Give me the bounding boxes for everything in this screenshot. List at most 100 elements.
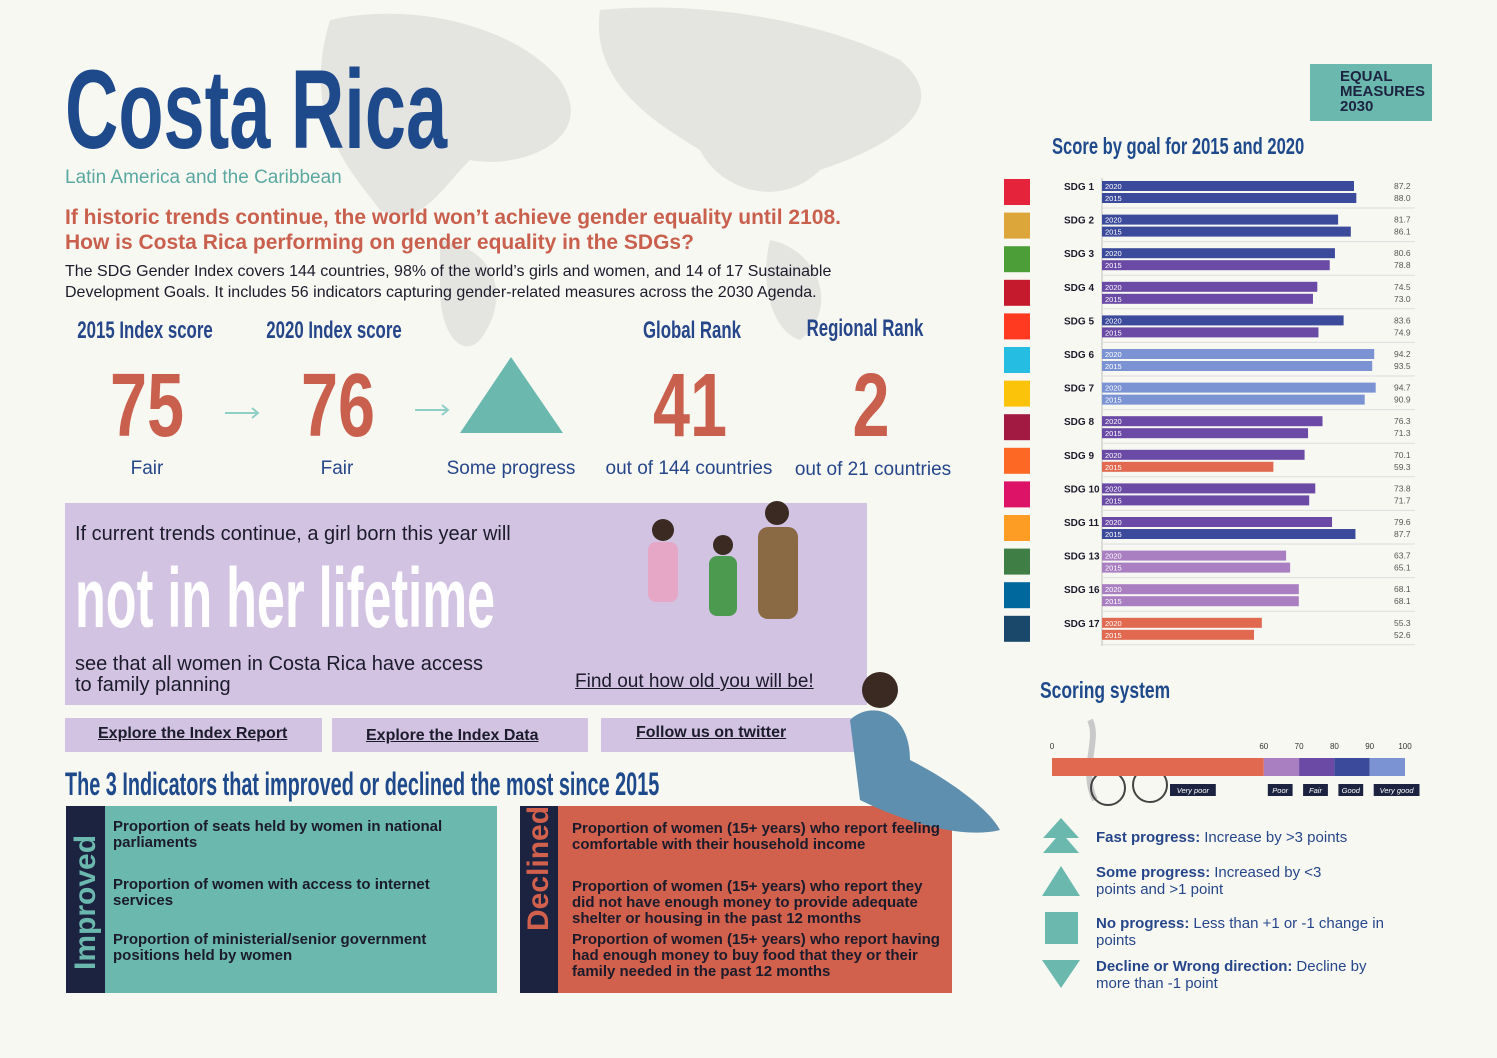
legend-text: Increase by >3 points (1204, 829, 1348, 846)
body-text: The SDG Gender Index covers 144 countrie… (65, 263, 832, 280)
bar (1102, 248, 1335, 259)
bar (1102, 181, 1355, 191)
arrows (225, 404, 450, 419)
series-label: 2020 (1105, 585, 1122, 594)
series-label: 2020 (1105, 283, 1122, 292)
legend-text: Increased by <3 points and >1 point (1096, 864, 1322, 898)
improved-item: Proportion of ministerial/senior governm… (113, 931, 427, 964)
value-label: 65.1 (1394, 563, 1411, 573)
band-label: Poor (1272, 786, 1288, 795)
series-label: 2020 (1105, 216, 1122, 225)
band-label: Good (1342, 786, 1361, 795)
score-band (1369, 758, 1405, 776)
region: Latin America and the Caribbean (65, 167, 342, 188)
sdg-icon (1004, 414, 1030, 441)
series-label: 2015 (1105, 328, 1122, 337)
score-band (1263, 758, 1300, 776)
logo: EQUAL MEASURES 2030 (1310, 64, 1432, 121)
lifetime-headline: not in her lifetime (75, 551, 496, 645)
legend-item: Decline or Wrong direction: Decline by mo… (1096, 958, 1386, 992)
series-label: 2015 (1105, 496, 1122, 505)
link[interactable]: Explore the Index Data (366, 727, 539, 744)
bar (1102, 629, 1255, 640)
value-label: 52.6 (1394, 630, 1411, 640)
legend-term: Decline or Wrong direction: (1096, 958, 1293, 975)
improved-item: Proportion of seats held by women in nat… (113, 818, 443, 851)
scale-tick-label: 60 (1259, 742, 1268, 751)
series-label: 2015 (1105, 396, 1122, 405)
lifetime-link[interactable]: Find out how old you will be! (575, 671, 814, 692)
bar (1102, 449, 1305, 460)
series-label: 2020 (1105, 182, 1122, 191)
legend-item: No progress: Less than +1 or -1 change in… (1096, 915, 1396, 949)
series-label: 2015 (1105, 194, 1122, 203)
series-label: 2015 (1105, 261, 1122, 270)
body-text: Development Goals. It includes 56 indica… (65, 284, 817, 301)
category-label: SDG 1 (1064, 182, 1094, 193)
bar (1102, 550, 1287, 561)
bar (1102, 382, 1376, 393)
series-label: 2015 (1105, 295, 1122, 304)
indicators-title: The 3 Indicators that improved or declin… (65, 766, 660, 802)
link[interactable]: Explore the Index Report (98, 725, 288, 742)
scale-tick-label: 0 (1050, 742, 1055, 751)
value-label: 74.9 (1394, 327, 1411, 337)
score-label: Global Rank (642, 317, 742, 344)
link[interactable]: Follow us on twitter (636, 724, 787, 741)
value-label: 68.1 (1394, 584, 1411, 594)
category-label: SDG 5 (1064, 316, 1094, 327)
category-label: SDG 2 (1064, 216, 1094, 227)
bar (1102, 327, 1319, 338)
bar (1102, 562, 1291, 573)
bar (1102, 416, 1323, 427)
legend-item: Fast progress: Increase by >3 points (1096, 829, 1396, 846)
declined-item: Proportion of women (15+ years) who repo… (572, 820, 940, 853)
sdg-icon (1004, 212, 1030, 239)
bar (1102, 214, 1339, 225)
value-label: 94.7 (1394, 383, 1411, 393)
value-label: 71.3 (1394, 428, 1411, 438)
value-label: 74.5 (1394, 282, 1411, 292)
score-label: Regional Rank (806, 315, 924, 342)
bar (1102, 428, 1309, 439)
value-label: 76.3 (1394, 416, 1411, 426)
bar (1102, 517, 1333, 527)
declined-item: Proportion of women (15+ years) who repo… (572, 878, 923, 927)
lifetime-text: to family planning (75, 674, 231, 696)
category-label: SDG 17 (1064, 619, 1100, 630)
value-label: 73.8 (1394, 483, 1411, 493)
bar (1102, 260, 1330, 271)
bar (1102, 193, 1357, 203)
series-label: 2020 (1105, 316, 1122, 325)
declined-strip (520, 806, 558, 993)
headline: How is Costa Rica performing on gender e… (65, 231, 694, 254)
value-label: 93.5 (1394, 361, 1411, 371)
sdg-icon (1004, 279, 1030, 306)
lifetime-text: see that all women in Costa Rica have ac… (75, 653, 483, 675)
band-label-box (1303, 784, 1328, 796)
score-label: 2020 Index score (266, 317, 402, 344)
band-label: Very good (1380, 786, 1415, 795)
value-label: 87.2 (1394, 181, 1411, 191)
value-label: 63.7 (1394, 551, 1411, 561)
value-label: 78.8 (1394, 260, 1411, 270)
band-label-box (1267, 784, 1293, 796)
value-label: 79.6 (1394, 517, 1411, 527)
series-label: 2020 (1105, 249, 1122, 258)
sdg-icon (1004, 246, 1030, 273)
legend-text: Less than +1 or -1 change in points (1096, 915, 1384, 949)
improved-item: Proportion of women with access to inter… (113, 876, 430, 909)
headline: If historic trends continue, the world w… (65, 206, 841, 229)
band-label: Very poor (1177, 786, 1210, 795)
value-label: 90.9 (1394, 395, 1411, 405)
bar (1102, 529, 1356, 539)
improved-strip (66, 806, 105, 993)
series-label: 2015 (1105, 463, 1122, 472)
series-label: 2020 (1105, 619, 1122, 628)
legend-term: Fast progress: (1096, 829, 1201, 846)
series-label: 2020 (1105, 484, 1122, 493)
sdg-icon (1004, 447, 1030, 474)
bar (1102, 361, 1373, 371)
category-label: SDG 16 (1064, 585, 1100, 596)
series-label: 2015 (1105, 564, 1122, 573)
